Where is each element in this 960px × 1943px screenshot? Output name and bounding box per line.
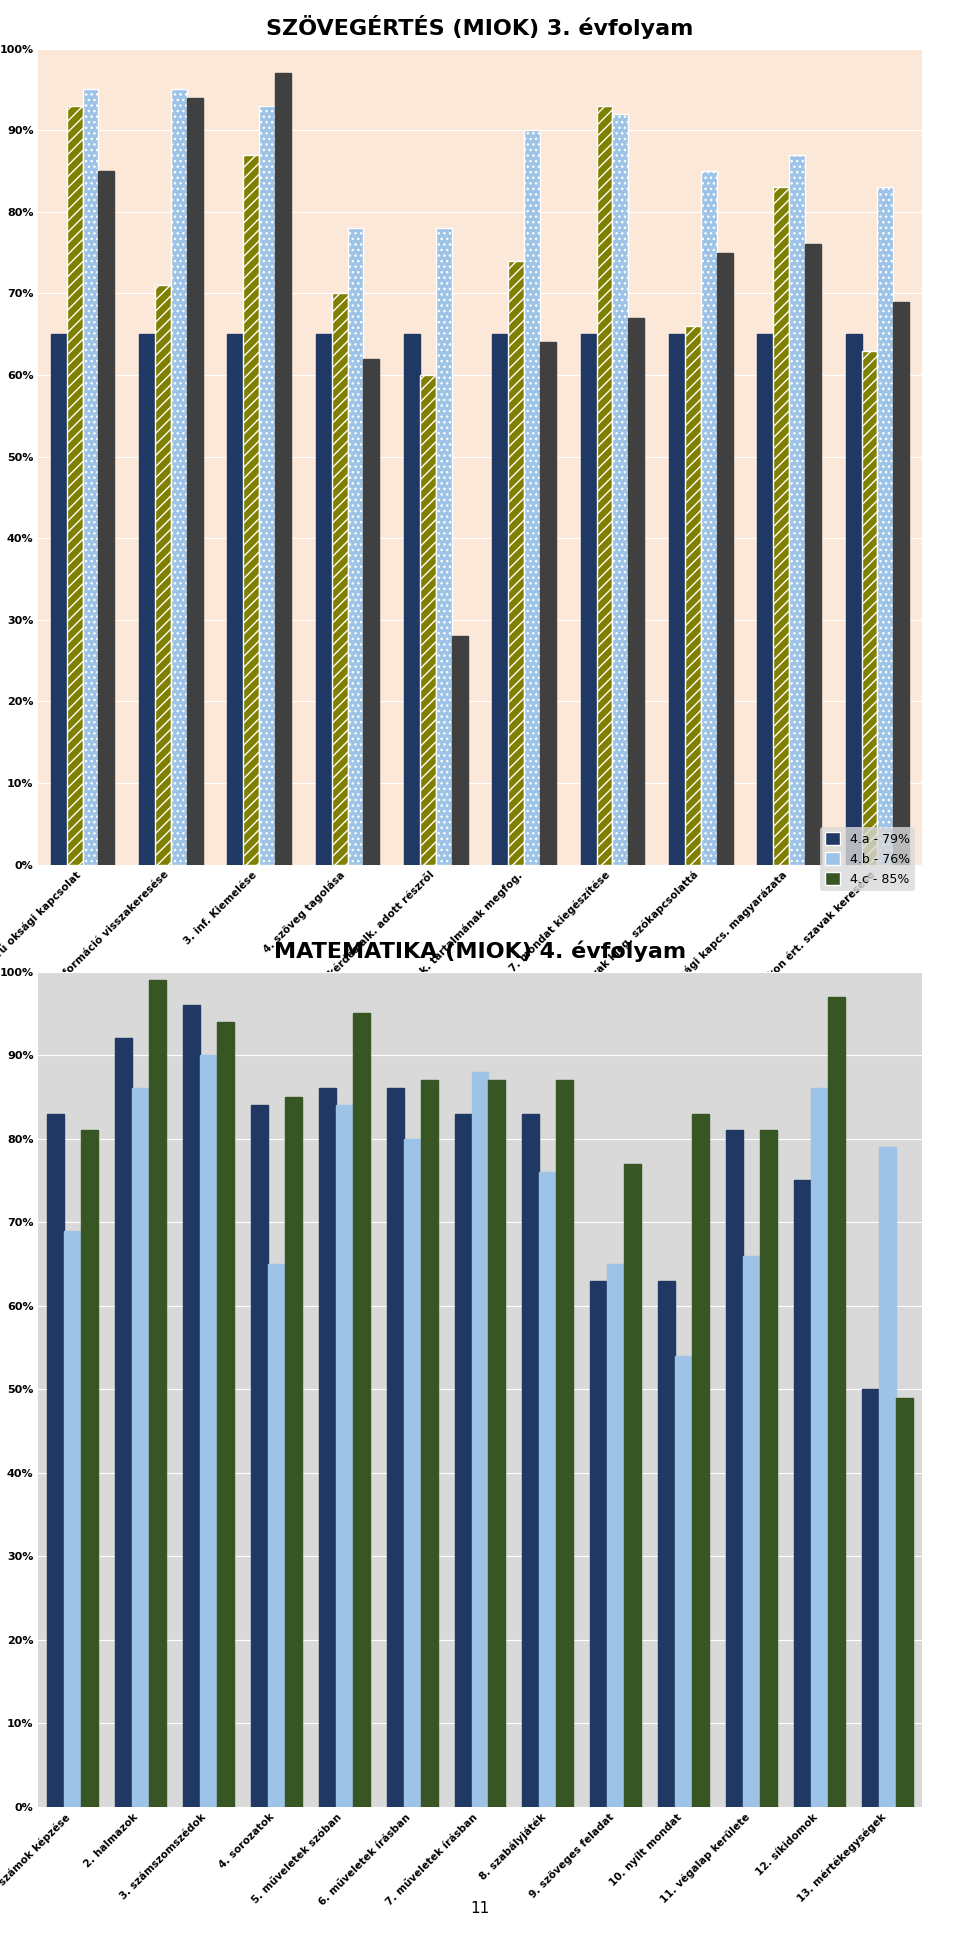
Bar: [81, 1131, 98, 1807]
Bar: [259, 105, 276, 865]
Bar: [149, 979, 166, 1807]
Bar: [877, 187, 894, 865]
Bar: [139, 334, 155, 865]
Legend: 4.a - 79%, 4.b - 76%, 4.c - 85%: 4.a - 79%, 4.b - 76%, 4.c - 85%: [820, 828, 915, 890]
Bar: [99, 171, 114, 865]
Bar: [794, 1179, 811, 1807]
Bar: [773, 187, 789, 865]
Bar: [182, 1005, 200, 1807]
Bar: [581, 334, 596, 865]
Bar: [171, 89, 187, 865]
Bar: [760, 1131, 778, 1807]
Bar: [608, 1263, 624, 1807]
Bar: [727, 1131, 743, 1807]
Bar: [757, 334, 773, 865]
Bar: [420, 375, 436, 865]
Bar: [557, 1080, 573, 1807]
Bar: [331, 293, 348, 865]
Bar: [524, 130, 540, 865]
Bar: [64, 1230, 81, 1807]
Bar: [285, 1096, 301, 1807]
Bar: [454, 1113, 471, 1807]
Bar: [155, 286, 171, 865]
Bar: [669, 334, 684, 865]
Bar: [243, 155, 259, 865]
Bar: [251, 1106, 268, 1807]
Bar: [540, 342, 556, 865]
Bar: [132, 1088, 149, 1807]
Bar: [200, 1055, 217, 1807]
Bar: [692, 1113, 709, 1807]
Bar: [217, 1022, 233, 1807]
Bar: [276, 74, 291, 865]
Bar: [629, 319, 644, 865]
Bar: [675, 1356, 692, 1807]
Bar: [846, 334, 861, 865]
Bar: [624, 1164, 641, 1807]
Bar: [596, 105, 612, 865]
Bar: [66, 105, 83, 865]
Bar: [51, 334, 66, 865]
Bar: [352, 1014, 370, 1807]
Bar: [115, 1038, 132, 1807]
Bar: [590, 1280, 608, 1807]
Bar: [743, 1255, 760, 1807]
Bar: [268, 1263, 285, 1807]
Bar: [684, 326, 701, 865]
Bar: [522, 1113, 540, 1807]
Bar: [336, 1106, 352, 1807]
Bar: [894, 301, 909, 865]
Bar: [319, 1088, 336, 1807]
Bar: [489, 1080, 506, 1807]
Bar: [861, 350, 877, 865]
Bar: [508, 260, 524, 865]
Bar: [452, 635, 468, 865]
Bar: [789, 155, 805, 865]
Bar: [701, 171, 717, 865]
Bar: [540, 1172, 557, 1807]
Bar: [348, 227, 364, 865]
Bar: [492, 334, 508, 865]
Text: 11: 11: [470, 1900, 490, 1916]
Bar: [83, 89, 99, 865]
Bar: [403, 1139, 420, 1807]
Title: SZÖVEGÉRTÉS (MIOK) 3. évfolyam: SZÖVEGÉRTÉS (MIOK) 3. évfolyam: [266, 16, 694, 39]
Bar: [47, 1113, 64, 1807]
Bar: [436, 227, 452, 865]
Title: MATEMATIKA (MIOK) 4. évfolyam: MATEMATIKA (MIOK) 4. évfolyam: [274, 940, 686, 962]
Bar: [316, 334, 331, 865]
Bar: [471, 1073, 489, 1807]
Bar: [862, 1389, 879, 1807]
Bar: [364, 359, 379, 865]
Bar: [896, 1397, 913, 1807]
Bar: [187, 97, 203, 865]
Bar: [404, 334, 420, 865]
Bar: [805, 245, 821, 865]
Bar: [420, 1080, 438, 1807]
Bar: [879, 1146, 896, 1807]
Bar: [717, 253, 732, 865]
Bar: [659, 1280, 675, 1807]
Bar: [811, 1088, 828, 1807]
Bar: [387, 1088, 403, 1807]
Bar: [612, 115, 629, 865]
Bar: [828, 997, 845, 1807]
Bar: [228, 334, 243, 865]
